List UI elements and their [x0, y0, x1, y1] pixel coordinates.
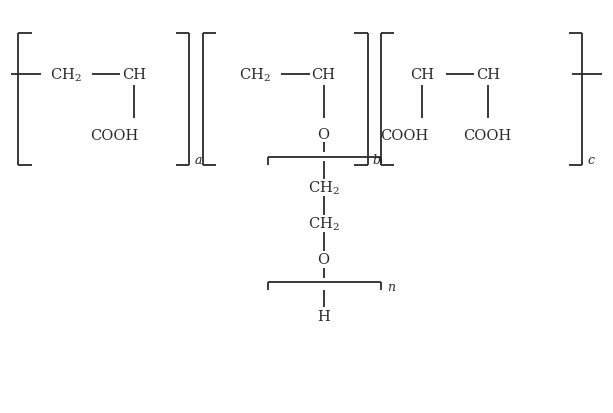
- Text: COOH: COOH: [90, 129, 139, 143]
- Text: $\mathregular{CH_2}$: $\mathregular{CH_2}$: [50, 66, 82, 84]
- Text: O: O: [318, 253, 330, 267]
- Text: $\mathregular{CH_2}$: $\mathregular{CH_2}$: [239, 66, 270, 84]
- Text: CH: CH: [123, 68, 147, 82]
- Text: COOH: COOH: [463, 129, 512, 143]
- Text: $\mathregular{CH_2}$: $\mathregular{CH_2}$: [308, 216, 340, 233]
- Text: c: c: [587, 153, 594, 166]
- Text: CH: CH: [411, 68, 435, 82]
- Text: CH: CH: [311, 68, 335, 82]
- Text: n: n: [387, 280, 395, 293]
- Text: O: O: [318, 128, 330, 142]
- Text: CH: CH: [476, 68, 500, 82]
- Text: COOH: COOH: [380, 129, 428, 143]
- Text: a: a: [194, 153, 202, 166]
- Text: H: H: [317, 309, 330, 323]
- Text: b: b: [373, 153, 381, 166]
- Text: $\mathregular{CH_2}$: $\mathregular{CH_2}$: [308, 179, 340, 197]
